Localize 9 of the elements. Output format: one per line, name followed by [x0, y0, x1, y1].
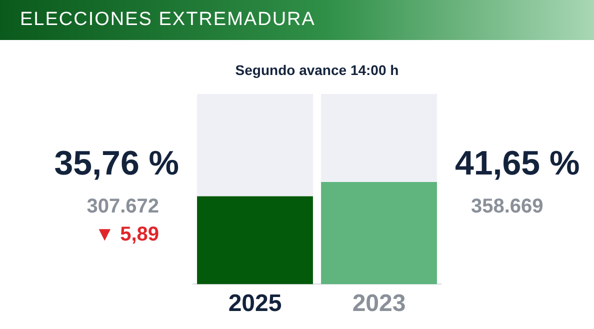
text: 35,76 % — [54, 144, 180, 182]
text: 41,65 % — [454, 144, 580, 182]
x-tick-label: 2023 — [352, 290, 406, 318]
text: 358.669 — [470, 196, 544, 218]
chart-subtitle: Segundo avance 14:00 h — [234, 62, 400, 78]
chart-title: ELECCIONES EXTREMADURA — [20, 9, 316, 31]
text: 307.672 — [86, 196, 160, 218]
x-tick-label: 2025 — [228, 290, 282, 318]
text: ▼ 5,89 — [94, 224, 160, 246]
